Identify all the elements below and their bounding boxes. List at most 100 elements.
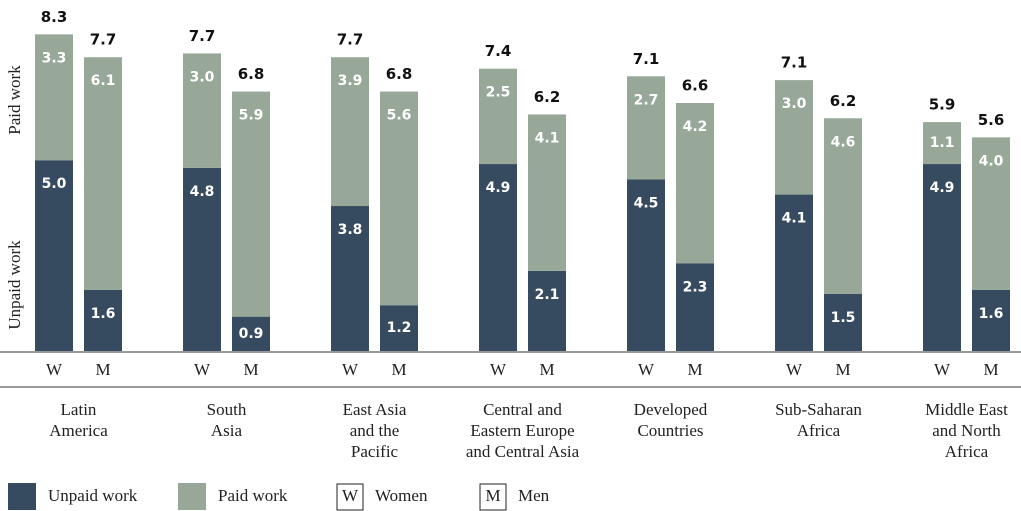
group-label: Eastern Europe: [470, 421, 574, 440]
value-label: 1.6: [979, 306, 1004, 322]
legend-key-box: [336, 483, 364, 511]
y-label: Paid work: [5, 65, 24, 135]
total-label: 5.9: [929, 96, 956, 114]
value-label: 5.9: [239, 108, 264, 124]
group-label: Middle East: [925, 400, 1008, 419]
value-label: 2.1: [535, 287, 560, 303]
value-label: 4.9: [486, 180, 511, 196]
group-label: and Central Asia: [466, 442, 580, 461]
value-label: 3.0: [190, 69, 215, 85]
value-label: 5.6: [387, 108, 412, 124]
value-label: 3.3: [42, 50, 67, 66]
group-label: Africa: [797, 421, 841, 440]
group-label: Sub-Saharan: [775, 400, 862, 419]
total-label: 7.1: [633, 50, 660, 68]
bar-segment: [972, 289, 1010, 351]
bar-segment: [676, 263, 714, 351]
value-label: 3.8: [338, 222, 363, 238]
x-tick-label: M: [95, 360, 110, 379]
bar-segment: [183, 53, 221, 168]
total-label: 6.6: [682, 77, 709, 95]
legend-key-box: [479, 483, 507, 511]
legend-label: Unpaid work: [48, 486, 138, 505]
bar-segment: [923, 164, 961, 351]
total-label: 6.8: [238, 65, 265, 83]
x-tick-label: W: [490, 360, 507, 379]
value-label: 4.8: [190, 184, 215, 200]
value-label: 3.0: [782, 96, 807, 112]
x-tick-label: W: [46, 360, 63, 379]
total-label: 6.2: [534, 88, 561, 106]
total-label: 5.6: [978, 111, 1005, 129]
bar-segment: [232, 316, 270, 351]
value-label: 2.3: [683, 279, 708, 295]
x-tick-label: M: [835, 360, 850, 379]
bar-segment: [824, 118, 862, 294]
legend-key: W: [342, 486, 359, 505]
bar-segment: [331, 57, 369, 207]
value-label: 4.6: [831, 134, 856, 150]
group-label: Countries: [637, 421, 703, 440]
value-label: 4.1: [782, 211, 807, 227]
total-label: 7.4: [485, 42, 512, 60]
bar-segment: [528, 270, 566, 351]
group-label: and North: [932, 421, 1001, 440]
bar-segment: [380, 91, 418, 306]
value-label: 6.1: [91, 73, 116, 89]
total-label: 7.7: [189, 27, 216, 45]
bar-segment: [627, 76, 665, 180]
legend-key: M: [485, 486, 500, 505]
value-label: 1.2: [387, 320, 412, 336]
total-label: 7.1: [781, 54, 808, 72]
value-label: 2.5: [486, 85, 511, 101]
value-label: 1.1: [930, 135, 955, 151]
bar-segment: [183, 167, 221, 351]
group-label: Developed: [634, 400, 708, 419]
x-tick-label: W: [638, 360, 655, 379]
group-label: America: [49, 421, 108, 440]
value-label: 1.5: [831, 310, 856, 326]
total-label: 7.7: [90, 31, 117, 49]
x-tick-label: W: [786, 360, 803, 379]
total-label: 8.3: [41, 8, 68, 26]
x-tick-label: W: [342, 360, 359, 379]
bar-segment: [35, 34, 73, 161]
total-label: 6.8: [386, 65, 413, 83]
bar-segment: [923, 122, 961, 165]
value-label: 5.0: [42, 176, 67, 192]
bar-segment: [824, 293, 862, 351]
bar-segment: [676, 103, 714, 264]
group-label: Central and: [483, 400, 562, 419]
bar-segment: [84, 289, 122, 351]
x-tick-label: M: [391, 360, 406, 379]
bar-segment: [972, 137, 1010, 290]
group-label: East Asia: [343, 400, 407, 419]
bar-segment: [331, 206, 369, 351]
value-label: 3.9: [338, 73, 363, 89]
total-label: 7.7: [337, 31, 364, 49]
group-label: Asia: [211, 421, 243, 440]
x-tick-label: W: [934, 360, 951, 379]
value-label: 2.7: [634, 92, 659, 108]
group-label: Pacific: [351, 442, 399, 461]
x-tick-label: M: [687, 360, 702, 379]
group-label: South: [207, 400, 247, 419]
bar-segment: [84, 57, 122, 290]
value-label: 4.1: [535, 130, 560, 146]
bar-segment: [232, 91, 270, 317]
legend-label: Paid work: [218, 486, 288, 505]
legend-label: Men: [518, 486, 550, 505]
x-tick-label: M: [243, 360, 258, 379]
x-tick-label: M: [983, 360, 998, 379]
bar-segment: [380, 305, 418, 351]
group-label: and the: [350, 421, 400, 440]
bar-segment: [775, 194, 813, 351]
x-tick-label: W: [194, 360, 211, 379]
bar-segment: [528, 114, 566, 271]
group-label: Latin: [61, 400, 97, 419]
legend-swatch: [178, 483, 206, 510]
group-label: Africa: [945, 442, 989, 461]
value-label: 4.5: [634, 195, 659, 211]
x-tick-label: M: [539, 360, 554, 379]
